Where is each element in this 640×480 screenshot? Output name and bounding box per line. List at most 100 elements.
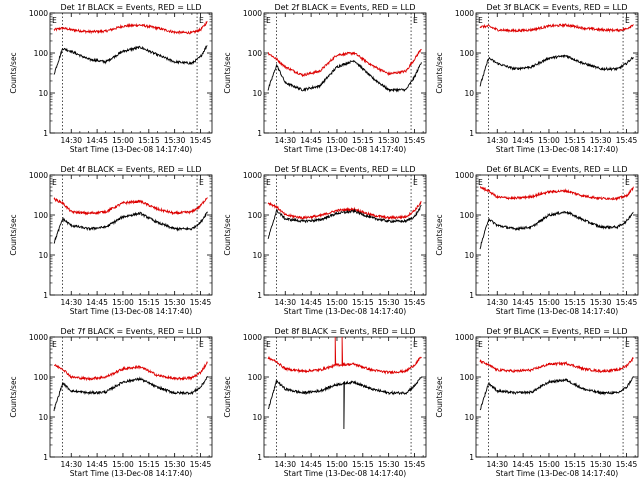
- x-tick-label: 14:30: [60, 136, 82, 145]
- y-tick-label: 10: [252, 413, 262, 422]
- plot-frame: [49, 174, 213, 296]
- x-axis-label: Start Time (13-Dec-08 14:17:40): [284, 145, 406, 154]
- chart-panel-1: Det 1f BLACK = Events, RED = LLD 1 10 100 10…: [9, 3, 213, 154]
- x-tick-label: 14:30: [274, 460, 296, 469]
- x-tick-label: 15:45: [190, 298, 212, 307]
- y-tick-label: 1000: [455, 333, 474, 342]
- y-tick-label: 1000: [243, 9, 262, 18]
- y-axis-label: Counts/sec: [223, 214, 232, 255]
- chart-title: Det 1f BLACK = Events, RED = LLD: [60, 3, 201, 12]
- x-tick-label: 14:45: [86, 136, 108, 145]
- x-tick-label: 15:30: [590, 298, 612, 307]
- x-tick-label: 15:45: [616, 136, 638, 145]
- x-tick-label: 14:45: [512, 136, 534, 145]
- edge-mark-right: E: [199, 178, 204, 187]
- edge-mark-left: E: [478, 16, 483, 25]
- edge-mark-right: E: [413, 178, 418, 187]
- y-tick-label: 10: [464, 89, 474, 98]
- x-tick-label: 15:15: [352, 298, 374, 307]
- chart-title: Det 6f BLACK = Events, RED = LLD: [486, 165, 627, 174]
- chart-panel-9: Det 9f BLACK = Events, RED = LLD 1 10 100 10…: [435, 327, 639, 478]
- y-tick-label: 100: [34, 211, 49, 220]
- plot-frame: [49, 12, 213, 134]
- x-tick-label: 14:45: [86, 460, 108, 469]
- lld-series-line: [479, 23, 634, 34]
- chart-title: Det 5f BLACK = Events, RED = LLD: [274, 165, 415, 174]
- edge-mark-left: E: [266, 16, 271, 25]
- x-tick-label: 15:00: [326, 136, 348, 145]
- x-tick-label: 15:00: [112, 136, 134, 145]
- x-axis-label: Start Time (13-Dec-08 14:17:40): [496, 307, 618, 316]
- x-tick-label: 14:45: [512, 298, 534, 307]
- y-tick-label: 1: [257, 129, 262, 138]
- y-tick-label: 1000: [455, 171, 474, 180]
- edge-mark-left: E: [266, 340, 271, 349]
- x-tick-label: 15:30: [164, 298, 186, 307]
- x-tick-label: 15:00: [326, 460, 348, 469]
- lld-series-line: [267, 200, 422, 220]
- plot-frame: [263, 174, 427, 296]
- x-tick-label: 14:30: [486, 460, 508, 469]
- plot-frame: [475, 336, 639, 458]
- x-tick-label: 15:00: [538, 298, 560, 307]
- x-tick-label: 15:00: [326, 298, 348, 307]
- edge-mark-left: E: [266, 178, 271, 187]
- lld-series-line: [54, 360, 208, 382]
- y-tick-label: 100: [34, 373, 49, 382]
- x-tick-label: 14:30: [60, 298, 82, 307]
- y-tick-label: 100: [34, 49, 49, 58]
- y-tick-label: 1: [257, 453, 262, 462]
- x-tick-label: 15:00: [112, 460, 134, 469]
- edge-mark-right: E: [413, 16, 418, 25]
- x-tick-label: 14:30: [486, 136, 508, 145]
- chart-panel-3: Det 3f BLACK = Events, RED = LLD 1 10 100 10…: [435, 3, 639, 154]
- plot-frame: [263, 12, 427, 134]
- edge-mark-right: E: [625, 16, 630, 25]
- edge-mark-left: E: [52, 16, 57, 25]
- lld-series-line: [479, 186, 634, 201]
- y-tick-label: 10: [464, 251, 474, 260]
- x-tick-label: 15:45: [616, 460, 638, 469]
- events-series-line: [267, 59, 422, 93]
- x-tick-label: 15:00: [112, 298, 134, 307]
- edge-mark-right: E: [625, 178, 630, 187]
- x-tick-label: 15:15: [564, 298, 586, 307]
- y-tick-label: 1000: [455, 9, 474, 18]
- events-series-line: [479, 210, 634, 250]
- x-tick-label: 15:15: [138, 136, 160, 145]
- lld-series-line: [53, 21, 208, 35]
- edge-mark-right: E: [199, 340, 204, 349]
- x-axis-label: Start Time (13-Dec-08 14:17:40): [284, 469, 406, 478]
- x-tick-label: 15:15: [352, 136, 374, 145]
- edge-mark-right: E: [199, 16, 204, 25]
- lld-series-line: [53, 196, 208, 216]
- chart-title: Det 2f BLACK = Events, RED = LLD: [274, 3, 415, 12]
- x-axis-label: Start Time (13-Dec-08 14:17:40): [496, 469, 618, 478]
- y-tick-label: 10: [252, 251, 262, 260]
- y-tick-label: 10: [38, 413, 48, 422]
- y-tick-label: 1: [469, 453, 474, 462]
- y-tick-label: 1000: [29, 333, 48, 342]
- x-axis-label: Start Time (13-Dec-08 14:17:40): [70, 145, 192, 154]
- y-tick-label: 1: [43, 291, 48, 300]
- y-axis-label: Counts/sec: [435, 376, 444, 417]
- edge-mark-left: E: [52, 340, 57, 349]
- plot-frame: [49, 336, 213, 458]
- x-tick-label: 15:15: [352, 460, 374, 469]
- chart-panel-7: Det 7f BLACK = Events, RED = LLD 1 10 100 10…: [9, 327, 213, 478]
- x-tick-label: 15:30: [378, 298, 400, 307]
- y-tick-label: 1000: [243, 333, 262, 342]
- chart-title: Det 4f BLACK = Events, RED = LLD: [60, 165, 201, 174]
- x-tick-label: 15:30: [378, 460, 400, 469]
- y-tick-label: 1: [469, 129, 474, 138]
- chart-title: Det 8f BLACK = Events, RED = LLD: [274, 327, 415, 336]
- x-tick-label: 15:30: [164, 460, 186, 469]
- plot-frame: [475, 174, 639, 296]
- y-tick-label: 10: [38, 89, 48, 98]
- x-axis-label: Start Time (13-Dec-08 14:17:40): [496, 145, 618, 154]
- x-tick-label: 15:00: [538, 136, 560, 145]
- y-tick-label: 10: [464, 413, 474, 422]
- x-tick-label: 15:45: [616, 298, 638, 307]
- edge-mark-right: E: [413, 340, 418, 349]
